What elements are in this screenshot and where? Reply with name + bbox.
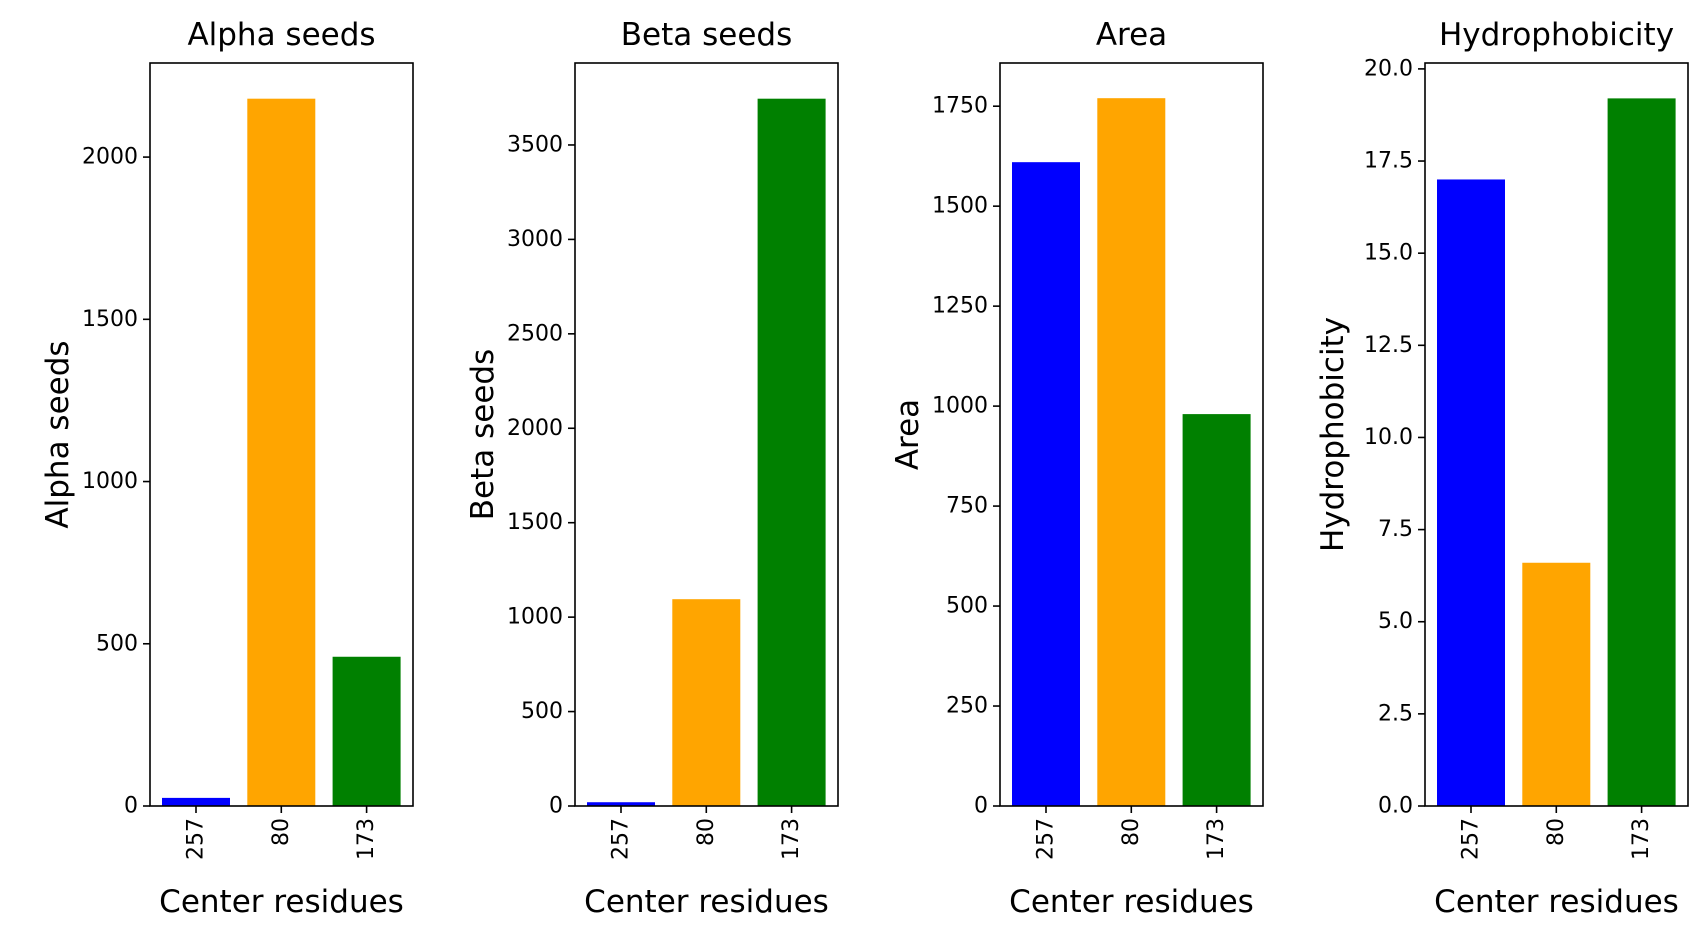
chart-panel-2: 0 500 1000 1500 2000 2500 3000 3500 257 80 173 Beta… [465, 17, 839, 920]
x-tick-label: 257 [1034, 818, 1059, 860]
bar-173 [1607, 98, 1676, 806]
y-tick-label: 1000 [507, 605, 563, 630]
bar-80 [1097, 98, 1166, 806]
y-axis-label: Beta seeds [465, 349, 501, 520]
y-tick-label: 3000 [507, 227, 563, 252]
x-tick-label: 80 [269, 818, 294, 846]
x-tick-label: 173 [1629, 818, 1654, 860]
y-tick-label: 500 [521, 699, 563, 724]
y-tick-label: 2500 [507, 321, 563, 346]
chart-panel-1: 0 500 1000 1500 2000 257 80 173 Alpha seeds Cente… [40, 17, 414, 920]
y-tick-label: 500 [946, 594, 988, 619]
y-tick-label: 2000 [82, 145, 138, 170]
x-tick-label: 80 [1119, 818, 1144, 846]
bar-173 [332, 656, 401, 806]
y-axis-label: Alpha seeds [40, 340, 76, 528]
y-tick-label: 10.0 [1364, 425, 1413, 450]
chart-panel-3: 0 250 500 750 1000 1250 1500 1750 257 80 173 Area Ce… [890, 17, 1264, 920]
y-tick-label: 750 [946, 494, 988, 519]
y-tick-label: 0 [124, 794, 138, 819]
y-tick-label: 3500 [507, 132, 563, 157]
x-tick-label: 80 [694, 818, 719, 846]
bar-257 [1437, 179, 1505, 807]
bar-80 [247, 98, 316, 807]
x-tick-label: 173 [1204, 818, 1229, 860]
y-tick-label: 2000 [507, 416, 563, 441]
y-axis-label: Area [890, 399, 926, 470]
y-tick-label: 250 [946, 694, 988, 719]
y-tick-label: 1500 [507, 510, 563, 535]
bar-257 [1012, 162, 1080, 806]
bar-80 [672, 599, 741, 806]
x-axis-label: Center residues [159, 884, 404, 920]
bar-257 [587, 802, 655, 806]
y-tick-label: 12.5 [1364, 333, 1413, 358]
y-tick-label: 15.0 [1364, 241, 1413, 266]
y-tick-label: 0 [549, 794, 563, 819]
y-axis-label: Hydrophobicity [1315, 317, 1351, 552]
chart-title: Hydrophobicity [1439, 17, 1674, 53]
y-tick-label: 1500 [82, 307, 138, 332]
y-tick-label: 1750 [932, 94, 988, 119]
x-axis-label: Center residues [584, 884, 829, 920]
x-tick-label: 257 [1459, 818, 1484, 860]
x-tick-label: 257 [184, 818, 209, 860]
y-tick-label: 1250 [932, 294, 988, 319]
x-tick-label: 173 [354, 818, 379, 860]
y-tick-label: 17.5 [1364, 149, 1413, 174]
bar-257 [162, 797, 230, 806]
x-tick-label: 173 [779, 818, 804, 860]
x-tick-label: 257 [609, 818, 634, 860]
x-tick-label: 80 [1544, 818, 1569, 846]
y-tick-label: 1500 [932, 194, 988, 219]
y-tick-label: 20.0 [1364, 56, 1413, 81]
bar-173 [757, 98, 826, 806]
y-tick-label: 1000 [932, 394, 988, 419]
y-tick-label: 0.0 [1378, 794, 1413, 819]
x-axis-label: Center residues [1434, 884, 1679, 920]
y-tick-label: 1000 [82, 469, 138, 494]
chart-panel-4: 0.0 2.5 5.0 7.5 10.0 12.5 15.0 17.5 20.0 257 80 173… [1315, 17, 1689, 920]
y-tick-label: 2.5 [1378, 701, 1413, 726]
bar-80 [1522, 562, 1591, 806]
bar-173 [1182, 414, 1251, 806]
y-tick-label: 0 [974, 794, 988, 819]
y-tick-label: 5.0 [1378, 609, 1413, 634]
x-axis-label: Center residues [1009, 884, 1254, 920]
y-tick-label: 7.5 [1378, 517, 1413, 542]
chart-title: Area [1096, 17, 1167, 53]
chart-title: Beta seeds [621, 17, 792, 53]
chart-title: Alpha seeds [187, 17, 375, 53]
y-tick-label: 500 [96, 631, 138, 656]
